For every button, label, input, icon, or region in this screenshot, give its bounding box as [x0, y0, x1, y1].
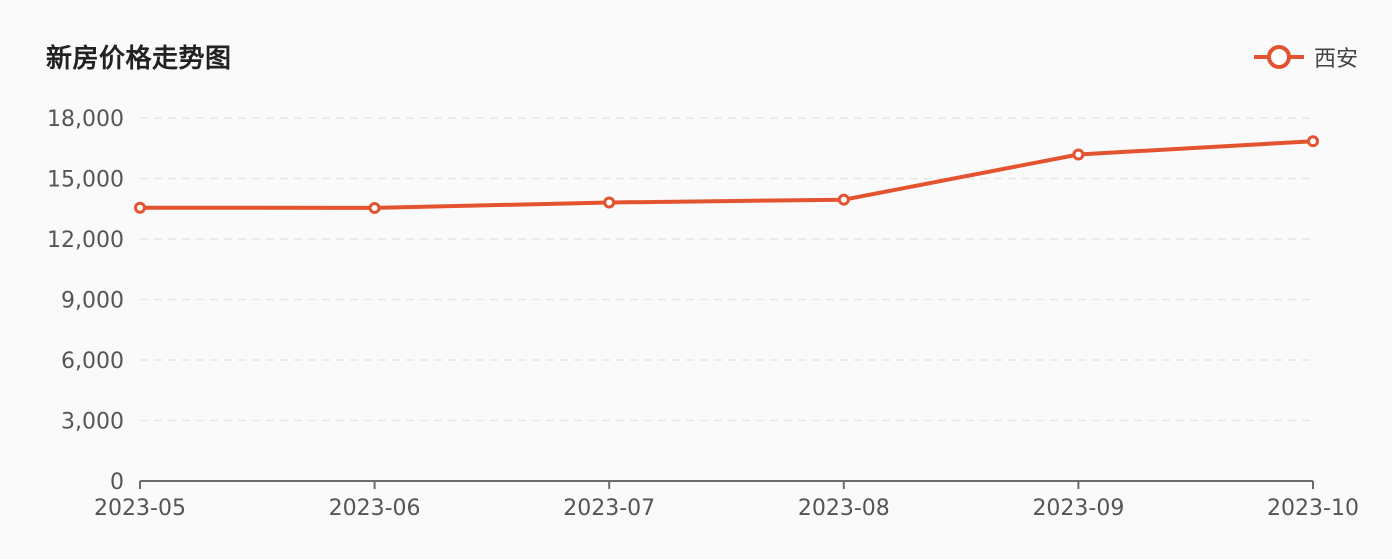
x-tick-label: 2023-05 — [94, 496, 186, 521]
y-tick-label: 18,000 — [47, 107, 124, 132]
data-point[interactable] — [603, 196, 616, 209]
chart-title: 新房价格走势图 — [46, 44, 232, 74]
legend-series-marker-icon — [1253, 45, 1304, 69]
x-tick-label: 2023-09 — [1032, 496, 1124, 521]
y-tick-label: 15,000 — [47, 168, 124, 193]
data-point[interactable] — [368, 201, 381, 214]
y-tick-label: 12,000 — [47, 228, 124, 253]
data-point[interactable] — [134, 201, 146, 214]
y-tick-label: 9,000 — [61, 289, 124, 314]
x-tick-label: 2023-10 — [1267, 496, 1359, 521]
series-layer — [134, 135, 1319, 214]
axis-layer: 0 3,000 6,000 9,000 12,000 15,000 18,000 2023-0… — [47, 107, 1359, 521]
x-tick-label: 2023-07 — [563, 496, 655, 521]
grid-layer — [140, 117, 1313, 422]
legend-label: 西安 — [1313, 47, 1358, 72]
x-tick-label: 2023-08 — [798, 496, 890, 521]
x-tick-label: 2023-06 — [329, 496, 421, 521]
y-tick-label: 3,000 — [61, 410, 124, 435]
y-tick-label: 6,000 — [61, 349, 124, 374]
data-point[interactable] — [1307, 135, 1319, 148]
legend[interactable]: 西安 — [1253, 41, 1358, 73]
data-point[interactable] — [1072, 148, 1085, 161]
series-line — [138, 139, 1315, 210]
y-tick-label: 0 — [110, 470, 124, 495]
data-point[interactable] — [837, 193, 850, 206]
